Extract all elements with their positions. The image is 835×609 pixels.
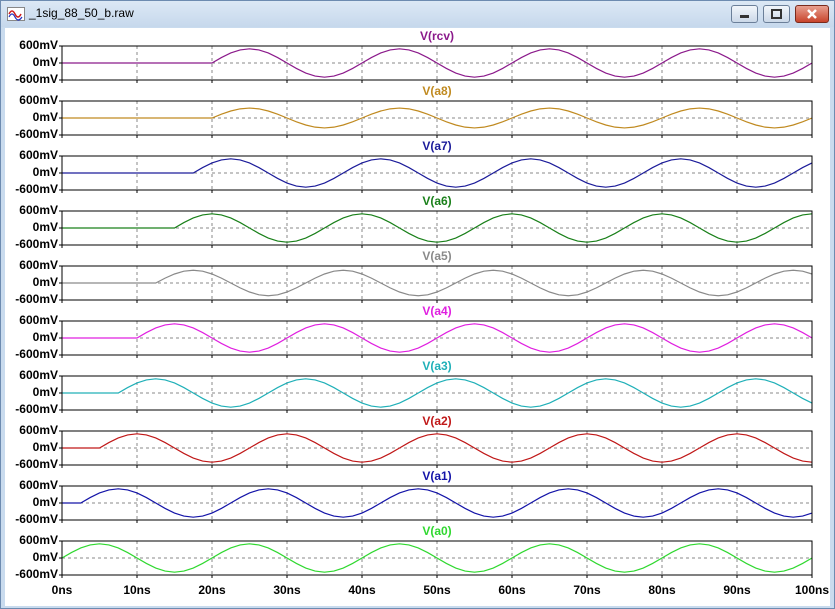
x-tick-label: 90ns — [723, 583, 751, 597]
pane-title: V(rcv) — [420, 29, 454, 43]
pane-frame — [61, 375, 813, 411]
trace — [62, 48, 813, 78]
y-tick-label: 600mV — [19, 313, 58, 327]
trace — [62, 323, 813, 353]
trace — [62, 107, 813, 129]
y-tick-label: -600mV — [15, 292, 58, 306]
pane-title: V(a5) — [422, 249, 451, 263]
trace — [62, 269, 813, 297]
y-tick-label: 0mV — [33, 385, 58, 399]
close-button[interactable] — [795, 5, 829, 23]
pane-title: V(a8) — [422, 84, 451, 98]
y-tick-label: 0mV — [33, 275, 58, 289]
x-tick-label: 100ns — [795, 583, 829, 597]
x-tick-label: 20ns — [198, 583, 226, 597]
pane-frame — [61, 320, 813, 356]
y-tick-label: 600mV — [19, 423, 58, 437]
pane-frame — [61, 155, 813, 191]
y-tick-label: 600mV — [19, 93, 58, 107]
y-tick-label: 0mV — [33, 495, 58, 509]
y-tick-label: -600mV — [15, 347, 58, 361]
y-tick-label: -600mV — [15, 457, 58, 471]
x-tick-label: 70ns — [573, 583, 601, 597]
trace — [61, 543, 813, 573]
y-tick-label: 600mV — [19, 38, 58, 52]
x-tick-label: 10ns — [123, 583, 151, 597]
y-tick-label: -600mV — [15, 72, 58, 86]
pane-frame — [61, 265, 813, 301]
y-tick-label: -600mV — [15, 512, 58, 526]
pane-title: V(a1) — [422, 469, 451, 483]
pane-frame — [61, 100, 813, 136]
x-tick-label: 80ns — [648, 583, 676, 597]
y-tick-label: 600mV — [19, 478, 58, 492]
y-tick-label: 0mV — [33, 165, 58, 179]
pane-frame — [61, 45, 813, 81]
y-tick-label: 0mV — [33, 440, 58, 454]
x-tick-label: 50ns — [423, 583, 451, 597]
window-title: _1sig_88_50_b.raw — [29, 6, 134, 20]
plot-area: V(rcv) 600mV 0mV -600mV V(a8) 600mV 0mV -600mV V… — [5, 28, 830, 606]
pane-title: V(a6) — [422, 194, 451, 208]
trace — [62, 158, 813, 188]
y-tick-label: 0mV — [33, 110, 58, 124]
y-tick-label: -600mV — [15, 402, 58, 416]
trace — [62, 378, 813, 408]
y-tick-label: -600mV — [15, 182, 58, 196]
y-tick-label: 0mV — [33, 330, 58, 344]
x-tick-label: 40ns — [348, 583, 376, 597]
y-tick-label: 600mV — [19, 533, 58, 547]
trace — [62, 433, 813, 463]
y-tick-label: 0mV — [33, 55, 58, 69]
y-tick-label: -600mV — [15, 127, 58, 141]
pane-title: V(a3) — [422, 359, 451, 373]
pane-frame — [61, 485, 813, 521]
x-tick-label: 30ns — [273, 583, 301, 597]
pane-title: V(a0) — [422, 524, 451, 538]
x-tick-label: 0ns — [52, 583, 73, 597]
y-tick-label: 600mV — [19, 203, 58, 217]
y-tick-label: 600mV — [19, 368, 58, 382]
minimize-button[interactable] — [731, 5, 758, 23]
app-icon — [7, 7, 25, 21]
y-tick-label: 600mV — [19, 258, 58, 272]
pane-frame — [61, 210, 813, 246]
restore-button[interactable] — [763, 5, 790, 23]
pane-title: V(a2) — [422, 414, 451, 428]
pane-frame — [61, 430, 813, 466]
y-tick-label: -600mV — [15, 237, 58, 251]
y-tick-label: 600mV — [19, 148, 58, 162]
y-tick-label: 0mV — [33, 220, 58, 234]
y-tick-label: 0mV — [33, 550, 58, 564]
pane-title: V(a4) — [422, 304, 451, 318]
trace — [62, 488, 813, 518]
pane-title: V(a7) — [422, 139, 451, 153]
trace — [62, 213, 813, 243]
x-tick-label: 60ns — [498, 583, 526, 597]
title-bar: _1sig_88_50_b.raw — [1, 1, 834, 27]
y-tick-label: -600mV — [15, 567, 58, 581]
pane-frame — [61, 540, 813, 576]
